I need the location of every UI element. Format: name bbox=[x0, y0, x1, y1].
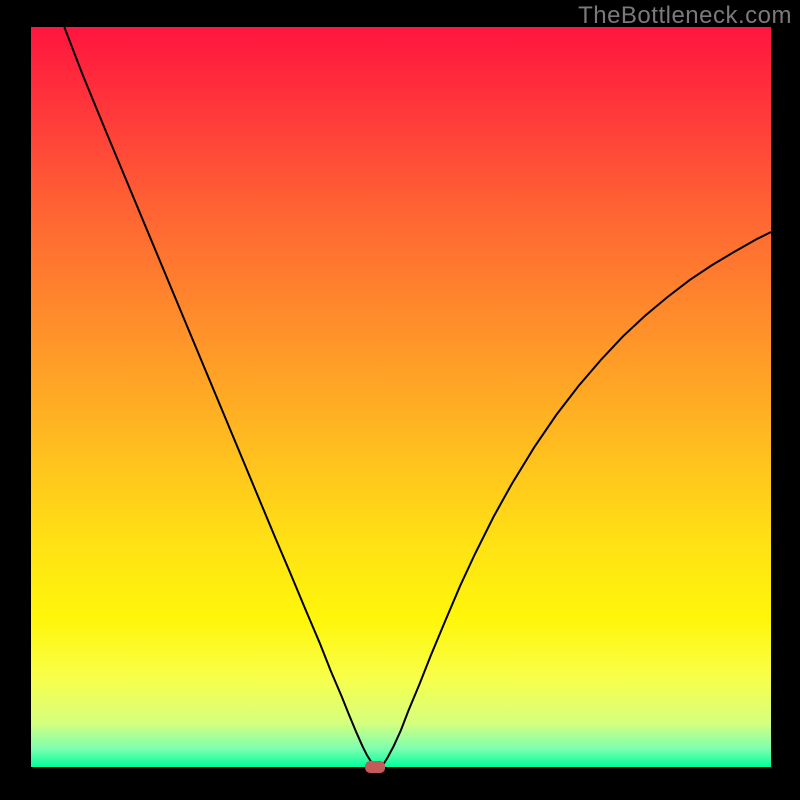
bottleneck-chart bbox=[0, 0, 800, 800]
watermark-text: TheBottleneck.com bbox=[578, 2, 792, 30]
chart-marker bbox=[365, 761, 385, 773]
chart-plot-area bbox=[31, 27, 771, 767]
